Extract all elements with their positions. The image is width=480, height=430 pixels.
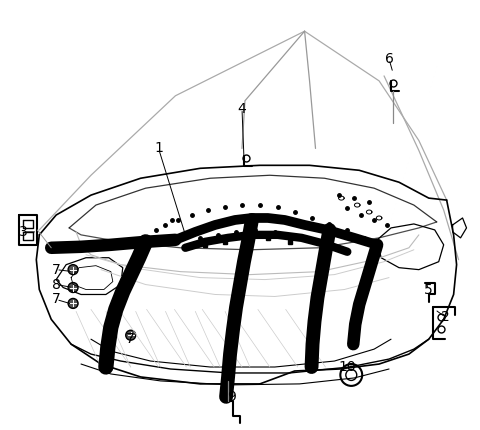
Text: 4: 4: [238, 101, 246, 116]
Circle shape: [68, 283, 78, 292]
Text: 6: 6: [384, 52, 394, 66]
Text: 1: 1: [154, 141, 163, 155]
Text: 8: 8: [52, 277, 60, 292]
Text: 9: 9: [228, 390, 237, 404]
Circle shape: [68, 298, 78, 308]
Text: 7: 7: [52, 292, 60, 307]
Text: 5: 5: [424, 283, 433, 297]
Text: 7: 7: [126, 332, 135, 346]
Text: 10: 10: [338, 360, 356, 374]
Circle shape: [126, 330, 136, 340]
Text: 3: 3: [19, 225, 28, 239]
Circle shape: [68, 265, 78, 275]
Text: 7: 7: [52, 263, 60, 276]
Text: 2: 2: [441, 310, 450, 324]
